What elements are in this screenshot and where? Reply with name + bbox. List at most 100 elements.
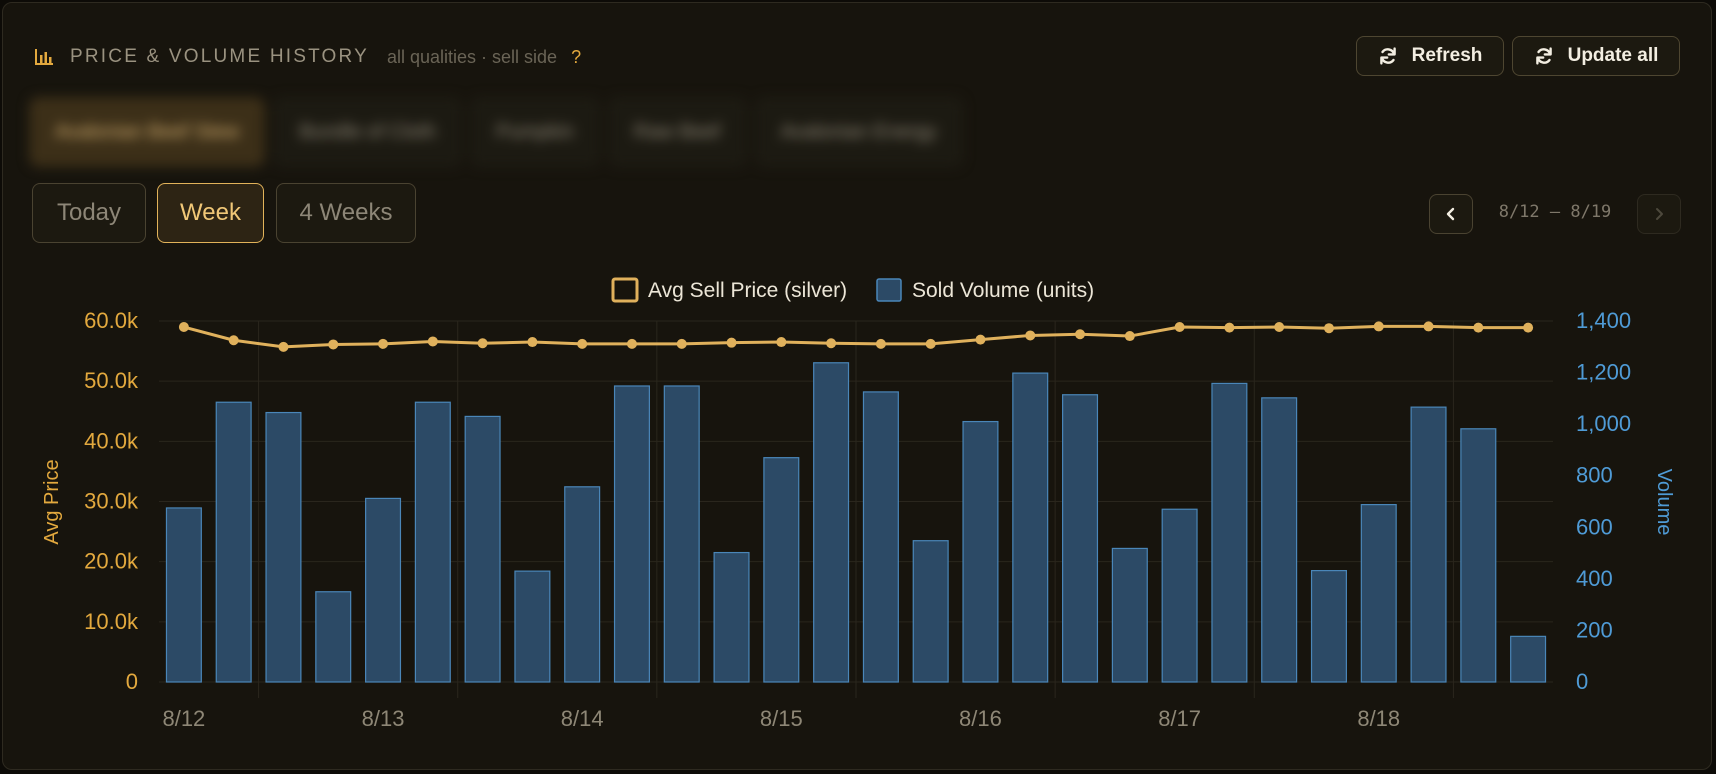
price-line <box>183 324 1529 349</box>
price-point <box>1523 322 1534 333</box>
item-tab[interactable]: Pumpkin <box>470 98 599 166</box>
x-tick-label: 8/15 <box>760 706 803 731</box>
price-point <box>1473 322 1484 333</box>
price-point <box>527 337 538 348</box>
range-4-weeks-button[interactable]: 4 Weeks <box>276 183 416 243</box>
volume-bar <box>1211 382 1248 683</box>
volume-bar <box>1310 570 1347 683</box>
price-point <box>427 336 438 347</box>
volume-bar <box>564 486 601 683</box>
price-point <box>378 338 389 349</box>
price-point <box>726 337 737 348</box>
price-point <box>1323 323 1334 334</box>
chevron-right-icon <box>1656 208 1663 220</box>
volume-bar <box>1261 397 1298 683</box>
y-left-tick-label: 30.0k <box>84 489 139 514</box>
next-period-button[interactable] <box>1637 194 1681 234</box>
x-tick-label: 8/12 <box>162 706 205 731</box>
volume-bar <box>1410 406 1447 683</box>
update-all-button[interactable]: Update all <box>1512 36 1680 76</box>
x-tick-label: 8/14 <box>561 706 604 731</box>
y-right-tick-label: 600 <box>1576 514 1613 539</box>
price-point <box>1075 329 1086 340</box>
price-point <box>1025 330 1036 341</box>
volume-bar <box>813 362 850 683</box>
x-tick-label: 8/16 <box>959 706 1002 731</box>
bar-chart-icon <box>35 49 53 65</box>
volume-bar <box>613 385 650 683</box>
volume-bar <box>862 391 899 683</box>
y-left-tick-label: 0 <box>126 669 138 694</box>
item-tab[interactable]: Avalonian Energy <box>755 98 962 166</box>
volume-bar <box>514 570 551 683</box>
item-tab[interactable]: Avalonian Beef Stew <box>30 98 265 166</box>
range-today-button[interactable]: Today <box>32 183 146 243</box>
price-point <box>676 338 687 349</box>
panel-header: PRICE & VOLUME HISTORY all qualities · s… <box>34 44 581 70</box>
y-left-tick-label: 10.0k <box>84 609 139 634</box>
legend-label-price: Avg Sell Price (silver) <box>648 279 847 302</box>
y-left-axis-title: Avg Price <box>41 459 63 544</box>
refresh-button[interactable]: Refresh <box>1356 36 1504 76</box>
y-right-tick-label: 1,400 <box>1576 308 1631 333</box>
price-point <box>328 339 339 350</box>
volume-bar <box>1012 372 1049 683</box>
volume-bar <box>215 401 252 683</box>
page-title: PRICE & VOLUME HISTORY <box>70 46 369 67</box>
y-right-axis-title: Volume <box>1653 469 1675 536</box>
volume-bar <box>1062 394 1099 683</box>
volume-bar <box>1360 503 1397 683</box>
x-tick-label: 8/17 <box>1158 706 1201 731</box>
price-point <box>975 334 986 345</box>
price-point <box>278 341 289 352</box>
legend-swatch-volume <box>876 278 902 302</box>
volume-bar <box>365 497 402 683</box>
volume-bar <box>1510 635 1547 683</box>
y-right-tick-label: 400 <box>1576 566 1613 591</box>
x-tick-label: 8/13 <box>362 706 405 731</box>
legend-swatch-price <box>611 277 639 303</box>
previous-period-button[interactable] <box>1429 194 1473 234</box>
price-point <box>826 338 837 349</box>
y-right-tick-label: 200 <box>1576 617 1613 642</box>
price-point <box>626 338 637 349</box>
update-all-label: Update all <box>1567 45 1659 66</box>
range-week-button[interactable]: Week <box>157 183 264 243</box>
price-point <box>1423 321 1434 332</box>
y-left-tick-label: 20.0k <box>84 549 139 574</box>
price-point <box>1174 322 1185 333</box>
chevron-left-icon <box>1446 207 1455 221</box>
volume-bar <box>165 507 202 683</box>
price-point <box>477 338 488 349</box>
y-right-tick-label: 800 <box>1576 463 1613 488</box>
y-right-tick-label: 1,200 <box>1576 360 1631 385</box>
refresh-icon <box>1379 47 1396 65</box>
volume-bar <box>464 415 501 683</box>
volume-bar <box>763 457 800 683</box>
item-tabs-blurred: Avalonian Beef Stew Bundle of Cloth Pump… <box>30 98 972 166</box>
price-point <box>1124 331 1135 342</box>
price-point <box>1373 321 1384 332</box>
item-tab[interactable]: Raw Beef <box>608 98 746 166</box>
price-point <box>875 338 886 349</box>
item-tab[interactable]: Bundle of Cloth <box>274 98 461 166</box>
volume-bar <box>962 420 999 683</box>
x-tick-label: 8/18 <box>1357 706 1400 731</box>
help-icon[interactable]: ? <box>571 46 582 67</box>
refresh-icon <box>1535 47 1552 65</box>
volume-bar <box>265 411 302 683</box>
volume-bar <box>1111 547 1148 683</box>
refresh-label: Refresh <box>1411 45 1483 66</box>
volume-bar <box>414 401 451 683</box>
y-right-tick-label: 0 <box>1576 669 1588 694</box>
price-point <box>776 337 787 348</box>
volume-bar <box>1161 508 1198 683</box>
volume-bar <box>663 385 700 683</box>
price-point <box>577 338 588 349</box>
legend-label-volume: Sold Volume (units) <box>912 279 1094 302</box>
date-range-label: 8/12 – 8/19 <box>1498 202 1612 222</box>
price-point <box>1224 322 1235 333</box>
volume-bar <box>315 591 352 683</box>
y-right-tick-label: 1,000 <box>1576 411 1631 436</box>
